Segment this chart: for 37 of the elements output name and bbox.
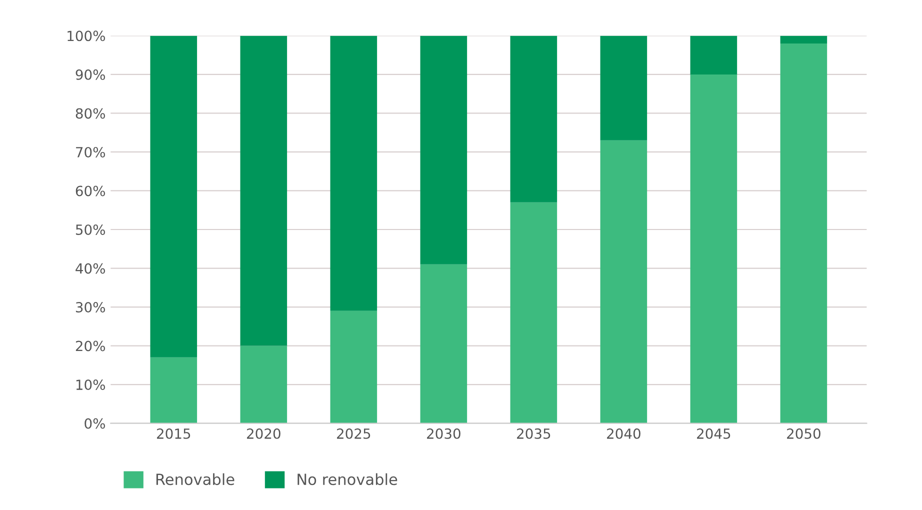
y-tick-label: 40% — [76, 263, 106, 274]
bar — [330, 36, 378, 311]
x-tick-label: 2020 — [246, 428, 280, 439]
y-tick-label: 60% — [76, 186, 106, 196]
bar — [510, 36, 558, 202]
y-tick-label: 90% — [76, 69, 106, 80]
y-tick-label: 20% — [76, 340, 106, 352]
x-tick-label: 2045 — [697, 428, 730, 439]
x-tick-label: 2050 — [787, 428, 820, 439]
y-tick-label: 70% — [76, 146, 106, 158]
legend-label: No renovable — [298, 473, 398, 486]
bar — [690, 74, 738, 424]
y-tick-label: 100% — [68, 30, 106, 42]
bar — [780, 43, 828, 424]
x-tick-label: 2015 — [156, 428, 190, 439]
x-tick-label: 2030 — [427, 428, 460, 439]
bar — [780, 36, 828, 44]
bar — [600, 140, 648, 424]
bar — [510, 202, 558, 424]
bar — [420, 264, 468, 424]
bar — [600, 36, 648, 140]
x-tick-label: 2035 — [517, 428, 550, 439]
y-tick-label: 50% — [76, 224, 106, 235]
bar — [330, 310, 378, 424]
legend-label: Renovable — [156, 473, 234, 486]
y-tick-label: 80% — [76, 108, 106, 119]
bar — [150, 357, 198, 424]
bar — [690, 36, 738, 74]
bar — [240, 36, 288, 346]
y-tick-label: 10% — [76, 380, 106, 390]
bar — [420, 36, 468, 264]
bar — [240, 346, 288, 424]
y-tick-label: 30% — [76, 302, 106, 312]
x-tick-label: 2040 — [607, 428, 640, 439]
y-tick-label: 0% — [84, 418, 106, 429]
bar — [150, 36, 198, 358]
x-tick-label: 2025 — [336, 428, 370, 439]
